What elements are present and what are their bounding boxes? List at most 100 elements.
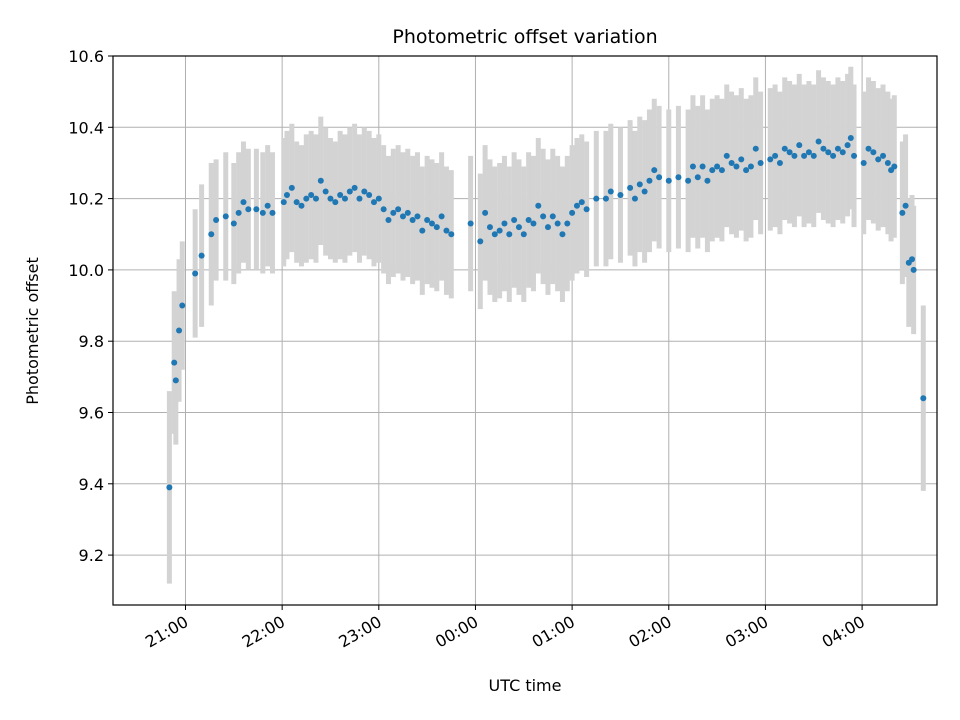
data-point xyxy=(865,145,872,152)
data-point xyxy=(851,152,858,159)
y-tick-label: 9.6 xyxy=(79,403,104,422)
data-point xyxy=(733,163,740,170)
data-point xyxy=(515,224,522,231)
data-point xyxy=(506,231,513,238)
data-point xyxy=(530,220,537,227)
y-tick-label: 10.6 xyxy=(68,47,104,66)
data-point xyxy=(486,224,493,231)
data-point xyxy=(815,138,822,145)
data-point xyxy=(385,216,392,223)
data-point xyxy=(776,159,783,166)
data-point xyxy=(341,195,348,202)
data-point xyxy=(366,192,373,199)
data-point xyxy=(569,209,576,216)
data-point xyxy=(651,167,658,174)
data-point xyxy=(805,149,812,156)
data-point xyxy=(356,195,363,202)
data-point xyxy=(172,377,179,384)
data-point xyxy=(902,202,909,209)
data-point xyxy=(253,206,260,213)
data-point xyxy=(293,199,300,206)
data-point xyxy=(810,152,817,159)
data-point xyxy=(428,220,435,227)
y-tick-label: 9.2 xyxy=(79,546,104,565)
data-point xyxy=(675,174,682,181)
data-point xyxy=(573,202,580,209)
data-point xyxy=(685,177,692,184)
y-axis-label: Photometric offset xyxy=(23,257,42,405)
data-point xyxy=(772,152,779,159)
data-point xyxy=(448,231,455,238)
data-point xyxy=(880,152,887,159)
y-tick-label: 10.2 xyxy=(68,190,104,209)
data-point xyxy=(747,163,754,170)
data-point xyxy=(578,199,585,206)
data-point xyxy=(409,216,416,223)
data-point xyxy=(520,231,527,238)
y-axis-ticks: 9.2 9.4 9.6 9.8 10.0 10.2 10.4 10.6 xyxy=(68,47,113,565)
data-point xyxy=(704,177,711,184)
chart-title: Photometric offset variation xyxy=(392,26,657,48)
data-point xyxy=(583,206,590,213)
data-point xyxy=(738,156,745,163)
data-point xyxy=(414,213,421,220)
data-point xyxy=(482,209,489,216)
y-tick-label: 9.8 xyxy=(79,332,104,351)
data-point xyxy=(370,199,377,206)
data-point xyxy=(179,302,186,309)
data-point xyxy=(198,252,205,259)
plot-frame xyxy=(112,55,938,606)
data-point xyxy=(443,227,450,234)
data-point xyxy=(909,256,916,263)
data-point xyxy=(870,149,877,156)
data-point xyxy=(192,270,199,277)
data-point xyxy=(714,163,721,170)
data-point xyxy=(641,188,648,195)
data-point xyxy=(395,206,402,213)
data-point xyxy=(627,184,634,191)
data-point xyxy=(884,159,891,166)
data-point xyxy=(602,195,609,202)
data-point xyxy=(781,145,788,152)
data-point xyxy=(166,484,173,491)
data-point xyxy=(332,199,339,206)
data-point xyxy=(752,145,759,152)
data-point xyxy=(791,152,798,159)
data-point xyxy=(259,209,266,216)
data-point xyxy=(825,149,832,156)
data-point xyxy=(767,156,774,163)
data-point xyxy=(264,202,271,209)
data-point xyxy=(404,209,411,216)
data-point xyxy=(549,213,556,220)
data-point xyxy=(723,152,730,159)
data-point xyxy=(656,174,663,181)
data-point xyxy=(593,195,600,202)
data-point xyxy=(728,159,735,166)
data-point xyxy=(491,231,498,238)
y-tick-label: 10.4 xyxy=(68,118,104,137)
data-point xyxy=(564,220,571,227)
data-point xyxy=(540,213,547,220)
data-point xyxy=(757,159,764,166)
data-point xyxy=(424,216,431,223)
data-point xyxy=(303,195,310,202)
data-point xyxy=(891,163,898,170)
data-point xyxy=(796,142,803,149)
data-point xyxy=(351,184,358,191)
data-point xyxy=(171,359,178,366)
data-point xyxy=(467,220,474,227)
data-point xyxy=(269,209,276,216)
data-point xyxy=(240,199,247,206)
data-point xyxy=(312,195,319,202)
data-point xyxy=(709,167,716,174)
data-point xyxy=(308,192,315,199)
data-point xyxy=(280,199,287,206)
data-point xyxy=(910,266,917,273)
data-point xyxy=(419,227,426,234)
data-point xyxy=(298,202,305,209)
data-point xyxy=(544,224,551,231)
data-point xyxy=(337,192,344,199)
data-point xyxy=(699,163,706,170)
data-point xyxy=(283,192,290,199)
